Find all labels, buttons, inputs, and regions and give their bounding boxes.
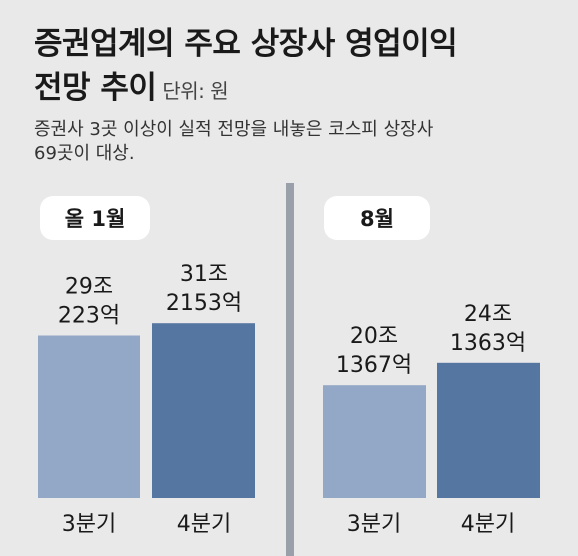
category-label-jan-q4: 4분기 — [177, 512, 231, 537]
unit-label: 단위: 원 — [162, 79, 229, 103]
category-label-aug-q3: 3분기 — [347, 512, 401, 537]
subtitle-line-2: 69곳이 대상. — [34, 143, 135, 164]
panel-jan: 올 1월 29조 223억 31조 2153억 3분기 4분기 — [38, 196, 255, 537]
panel-jan-title: 올 1월 — [65, 207, 126, 231]
value-label-aug-q3-line2: 1367억 — [336, 353, 412, 378]
title-line-2: 전망 추이 — [34, 70, 157, 106]
chart-title: 증권업계의 주요 상장사 영업이익 전망 추이 단위: 원 — [34, 22, 554, 113]
bar-jan-q4 — [152, 323, 255, 498]
chart-subtitle: 증권사 3곳 이상이 실적 전망을 내놓은 코스피 상장사 69곳이 대상. — [34, 118, 564, 166]
value-label-aug-q4-line2: 1363억 — [450, 331, 526, 356]
subtitle-line-1: 증권사 3곳 이상이 실적 전망을 내놓은 코스피 상장사 — [34, 119, 434, 140]
bar-aug-q4 — [437, 362, 540, 498]
panel-aug: 8월 20조 1367억 24조 1363억 3분기 4분기 — [323, 196, 540, 537]
panel-jan-pill — [40, 196, 150, 240]
value-label-aug-q4-line1: 24조 — [464, 302, 512, 327]
panel-divider — [286, 183, 294, 556]
panel-aug-pill — [324, 196, 430, 240]
bar-jan-q3 — [38, 335, 140, 498]
bar-aug-q3 — [323, 385, 426, 498]
title-line-1: 증권업계의 주요 상장사 영업이익 — [34, 26, 458, 62]
value-label-jan-q4-line2: 2153억 — [166, 291, 242, 316]
value-label-aug-q3-line1: 20조 — [350, 324, 398, 349]
panel-aug-title: 8월 — [360, 207, 394, 231]
category-label-jan-q3: 3분기 — [62, 512, 116, 537]
value-label-jan-q3-line1: 29조 — [65, 275, 113, 300]
category-label-aug-q4: 4분기 — [461, 512, 515, 537]
value-label-jan-q3-line2: 223억 — [58, 304, 120, 329]
value-label-jan-q4-line1: 31조 — [180, 262, 228, 287]
